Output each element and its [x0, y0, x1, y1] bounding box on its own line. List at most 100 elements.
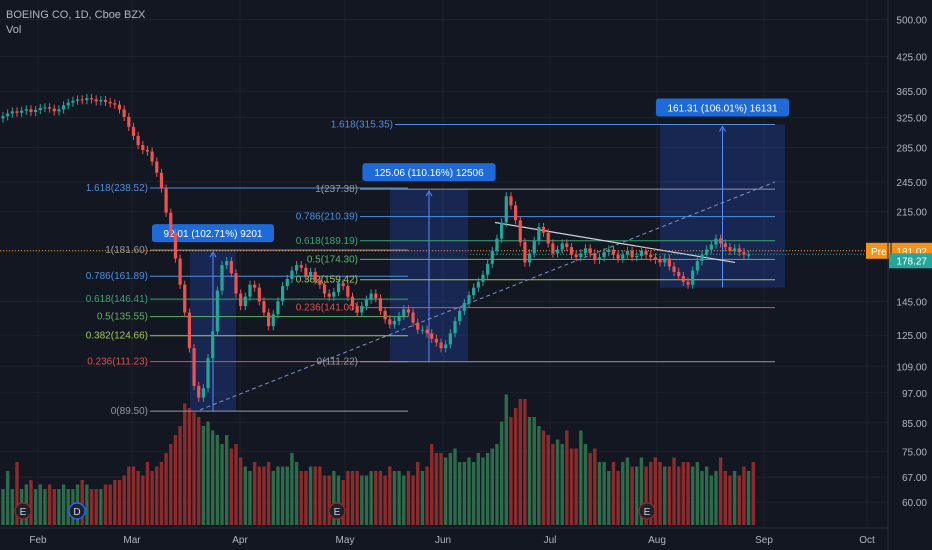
- candle: [453, 316, 457, 338]
- last-price-value: 178.27: [896, 256, 927, 267]
- candle-body: [206, 358, 210, 389]
- volume-bar: [718, 457, 723, 525]
- candle: [700, 250, 704, 266]
- candle-body: [159, 172, 164, 189]
- candle: [75, 95, 80, 105]
- candle: [551, 239, 555, 258]
- candle-body: [416, 322, 420, 330]
- candle-body: [737, 248, 741, 253]
- candle-body: [360, 306, 364, 313]
- candle: [350, 292, 355, 311]
- candle-body: [462, 302, 466, 311]
- volume-bar: [700, 471, 704, 525]
- volume-bar: [653, 457, 658, 525]
- measure-label: 125.06 (110.16%) 12506: [374, 168, 484, 179]
- volume-bar: [471, 462, 476, 525]
- volume-bar: [327, 475, 331, 525]
- candle: [192, 344, 196, 391]
- volume-bar: [434, 453, 439, 525]
- candle-body: [164, 188, 168, 213]
- volume-bar: [504, 394, 508, 525]
- candle: [239, 289, 243, 311]
- event-marker[interactable]: E: [14, 502, 32, 520]
- candle: [243, 292, 247, 311]
- volume-bar: [285, 466, 289, 525]
- candle-body: [211, 331, 215, 359]
- volume-bar: [714, 471, 718, 525]
- candle: [61, 101, 66, 114]
- candle-body: [611, 249, 616, 255]
- time-tick-label: Mar: [123, 535, 141, 546]
- volume-bar: [183, 403, 187, 525]
- candle: [220, 261, 224, 295]
- volume-bar: [290, 453, 294, 525]
- candle: [24, 105, 28, 115]
- candle-body: [695, 261, 699, 271]
- volume-bar: [546, 435, 550, 525]
- candle-body: [127, 116, 131, 127]
- volume-bar: [318, 466, 322, 525]
- time-tick-label: Apr: [232, 535, 248, 546]
- candle: [10, 107, 14, 118]
- candle: [621, 250, 625, 263]
- volume-bar: [690, 466, 695, 525]
- price-tick-label: 425.00: [896, 53, 927, 64]
- price-tick-label: 245.00: [896, 178, 927, 189]
- candle-body: [495, 238, 499, 251]
- candle: [294, 261, 299, 275]
- candle: [341, 279, 345, 291]
- volume-bar: [117, 480, 122, 525]
- candle: [523, 238, 527, 267]
- candle-body: [103, 100, 108, 103]
- price-tick-label: 285.00: [896, 143, 927, 154]
- volume-bar: [215, 435, 220, 525]
- volume-bar: [444, 457, 448, 525]
- candle: [420, 325, 424, 334]
- candle: [490, 246, 494, 268]
- volume-bar: [341, 480, 345, 525]
- candle: [304, 263, 308, 281]
- volume-bar: [551, 444, 555, 525]
- volume-bar: [392, 471, 397, 525]
- measure-label: 161.31 (106.01%) 16131: [667, 103, 778, 114]
- candle-body: [341, 283, 345, 287]
- candle-body: [192, 348, 196, 386]
- candle: [117, 100, 122, 114]
- candle: [173, 228, 178, 263]
- volume-bar: [737, 475, 741, 525]
- candle-body: [38, 107, 42, 111]
- candle-body: [294, 265, 299, 271]
- volume-bar: [411, 475, 415, 525]
- volume-bar: [369, 471, 373, 525]
- candle: [38, 103, 42, 115]
- candle-body: [99, 100, 103, 102]
- candle: [131, 122, 136, 140]
- candle-body: [509, 196, 513, 206]
- event-marker[interactable]: E: [638, 502, 656, 520]
- candle-body: [257, 287, 261, 302]
- event-marker[interactable]: D: [68, 502, 86, 520]
- candle-body: [234, 273, 238, 294]
- time-tick-label: Sep: [755, 535, 773, 546]
- candle-body: [66, 102, 70, 106]
- candle: [742, 248, 746, 259]
- volume-bar: [350, 471, 355, 525]
- volume-bar: [57, 489, 61, 525]
- candle-body: [276, 301, 280, 315]
- candle-body: [663, 258, 667, 263]
- price-axis-bg: [888, 0, 932, 550]
- measure-label-bg: [152, 224, 274, 243]
- candle-body: [555, 249, 560, 254]
- volume-bar: [52, 489, 56, 525]
- price-tick-label: 125.00: [896, 331, 927, 342]
- event-marker[interactable]: E: [328, 502, 346, 520]
- measure-arrowhead: [425, 190, 433, 197]
- volume-bar: [388, 466, 392, 525]
- volume-bar: [141, 475, 145, 525]
- candle-body: [579, 253, 583, 258]
- candle: [416, 318, 420, 334]
- candle: [458, 306, 462, 326]
- candle-body: [141, 145, 145, 150]
- volume-bar: [10, 489, 15, 525]
